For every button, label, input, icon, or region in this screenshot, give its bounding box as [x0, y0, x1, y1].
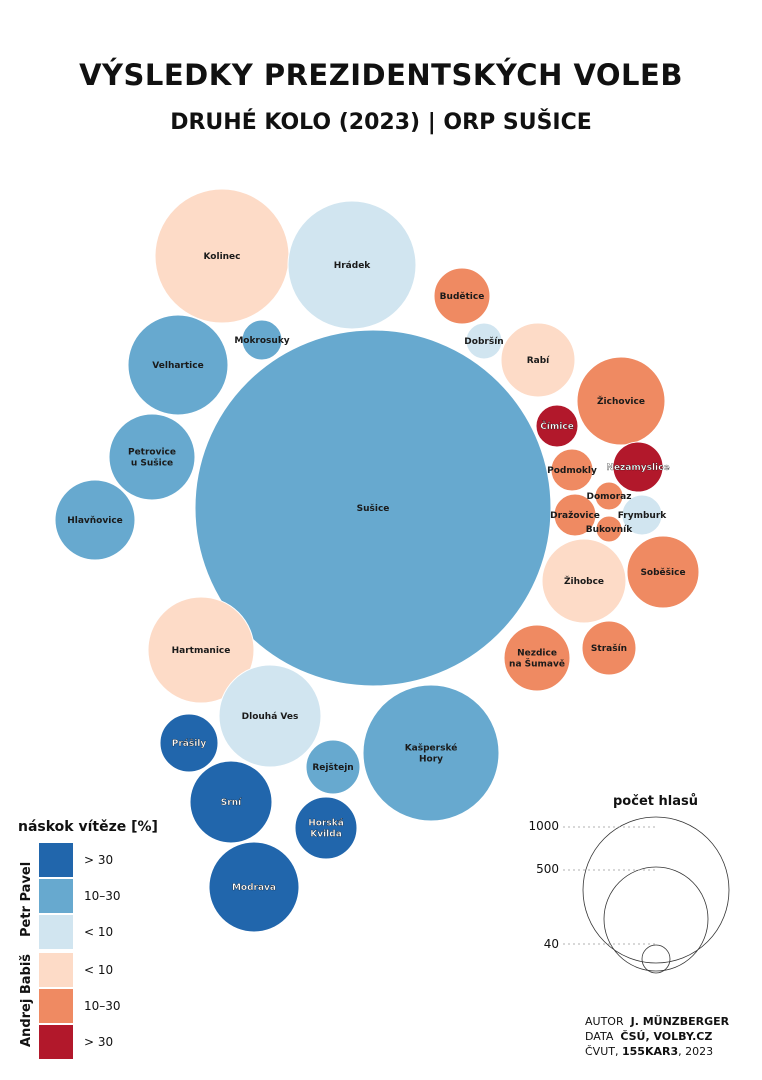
- credits-author: J. MÜNZBERGER: [630, 1015, 730, 1028]
- bubble-13: [550, 448, 594, 492]
- legend-swatch-pavel-lt10: [39, 915, 73, 949]
- bubble-label-4: Velhartice: [152, 361, 203, 371]
- size-legend-circle-0: [582, 816, 730, 964]
- bubble-label-25: Prášily: [172, 738, 207, 749]
- bubble-11: [535, 404, 579, 448]
- bubble-21: [503, 624, 571, 692]
- credits: AUTOR J. MÜNZBERGER DATA ČSÚ, VOLBY.CZ Č…: [585, 1014, 729, 1059]
- bubble-label-13: Podmokly: [547, 466, 597, 476]
- bubble-label-24: Kašperské Hory: [405, 743, 458, 765]
- bubble-0: [194, 329, 552, 687]
- credits-data: ČSÚ, VOLBY.CZ: [620, 1030, 713, 1043]
- credits-data-line: DATA ČSÚ, VOLBY.CZ: [585, 1029, 729, 1044]
- bubble-label-12: Nezamyslice: [606, 463, 669, 473]
- bubble-label-11: Čímice: [540, 420, 574, 432]
- bubble-label-27: Srní: [221, 798, 242, 808]
- size-legend-tick-500: 500: [536, 862, 559, 876]
- size-legend-tick-40: 40: [543, 937, 559, 951]
- legend-swatch-babis-lt10: [39, 953, 73, 987]
- bubble-8: [465, 322, 503, 360]
- credits-org: ČVUT,: [585, 1045, 619, 1058]
- bubble-label-26: Rejštejn: [312, 762, 353, 773]
- legend-title: náskok vítěze [%]: [18, 819, 158, 835]
- bubble-25: [159, 713, 219, 773]
- bubble-3: [241, 319, 283, 361]
- legend-label-pavel-gt30: > 30: [84, 853, 114, 867]
- bubble-label-15: Dražovice: [550, 511, 600, 521]
- legend-label-babis-gt30: > 30: [84, 1035, 114, 1049]
- legend-candidate-babis: Andrej Babiš: [19, 953, 34, 1047]
- legend-swatch-pavel-10-30: [39, 879, 73, 913]
- bubble-label-6: Hlavňovice: [67, 516, 123, 526]
- bubble-label-16: Frymburk: [618, 511, 668, 521]
- bubble-20: [581, 620, 637, 676]
- bubble-7: [433, 267, 491, 325]
- legend-swatch-babis-10-30: [39, 989, 73, 1023]
- bubble-label-28: Horská Kvilda: [308, 819, 344, 840]
- size-legend-title: počet hlasů: [613, 794, 698, 809]
- size-legend-tick-1000: 1000: [528, 819, 559, 833]
- bubble-6: [54, 479, 136, 561]
- bubble-label-20: Strašín: [591, 643, 627, 654]
- bubble-label-9: Rabí: [527, 356, 550, 366]
- bubble-23: [218, 664, 322, 768]
- bubble-17: [595, 515, 623, 543]
- bubble-label-2: Hrádek: [334, 261, 372, 271]
- bubble-10: [576, 356, 666, 446]
- bubble-label-17: Bukovník: [586, 525, 634, 535]
- legend-label-babis-10-30: 10–30: [84, 999, 121, 1013]
- credits-author-label: AUTOR: [585, 1015, 624, 1028]
- bubble-label-29: Modrava: [232, 883, 276, 893]
- bubble-9: [500, 322, 576, 398]
- size-legend-circle-2: [641, 944, 671, 974]
- bubble-27: [189, 760, 273, 844]
- bubble-label-21: Nezdice na Šumavě: [509, 649, 565, 670]
- bubble-label-19: Soběšice: [640, 567, 685, 578]
- bubble-label-14: Domoraz: [587, 492, 632, 502]
- bubble-12: [612, 441, 664, 493]
- credits-author-line: AUTOR J. MÜNZBERGER: [585, 1014, 729, 1029]
- chart-title: VÝSLEDKY PREZIDENTSKÝCH VOLEB: [79, 58, 683, 92]
- credits-course: 155KAR3: [621, 1045, 679, 1058]
- legend-label-babis-lt10: < 10: [84, 963, 114, 977]
- bubble-label-8: Dobršín: [464, 336, 503, 347]
- bubble-label-23: Dlouhá Ves: [242, 712, 299, 722]
- bubble-28: [294, 796, 358, 860]
- bubble-22: [147, 596, 255, 704]
- bubble-2: [287, 200, 417, 330]
- bubble-label-0: Sušice: [357, 503, 390, 514]
- bubble-label-7: Budětice: [440, 291, 485, 302]
- bubble-label-5: Petrovice u Sušice: [128, 448, 176, 469]
- legend-swatch-pavel-gt30: [39, 843, 73, 877]
- bubble-label-3: Mokrosuky: [234, 336, 289, 346]
- bubble-label-22: Hartmanice: [172, 646, 231, 656]
- bubble-18: [541, 538, 627, 624]
- bubble-5: [108, 413, 196, 501]
- legend-label-pavel-lt10: < 10: [84, 925, 114, 939]
- size-legend-circle-1: [603, 866, 709, 972]
- bubble-4: [127, 314, 229, 416]
- bubble-15: [553, 493, 597, 537]
- legend-candidate-pavel: Petr Pavel: [19, 861, 34, 937]
- chart-subtitle: DRUHÉ KOLO (2023) | ORP SUŠICE: [170, 110, 592, 135]
- legend-swatch-babis-gt30: [39, 1025, 73, 1059]
- credits-year: , 2023: [678, 1045, 714, 1058]
- bubble-14: [594, 481, 624, 511]
- bubble-label-18: Žihobce: [564, 575, 604, 587]
- bubble-24: [362, 684, 500, 822]
- bubble-19: [626, 535, 700, 609]
- bubble-label-1: Kolinec: [203, 252, 240, 262]
- bubble-29: [208, 841, 300, 933]
- credits-org-line: ČVUT, 155KAR3, 2023: [585, 1044, 729, 1059]
- credits-data-label: DATA: [585, 1030, 614, 1043]
- bubble-16: [621, 494, 663, 536]
- bubble-26: [305, 739, 361, 795]
- bubble-label-10: Žichovice: [597, 395, 645, 407]
- legend-label-pavel-10-30: 10–30: [84, 889, 121, 903]
